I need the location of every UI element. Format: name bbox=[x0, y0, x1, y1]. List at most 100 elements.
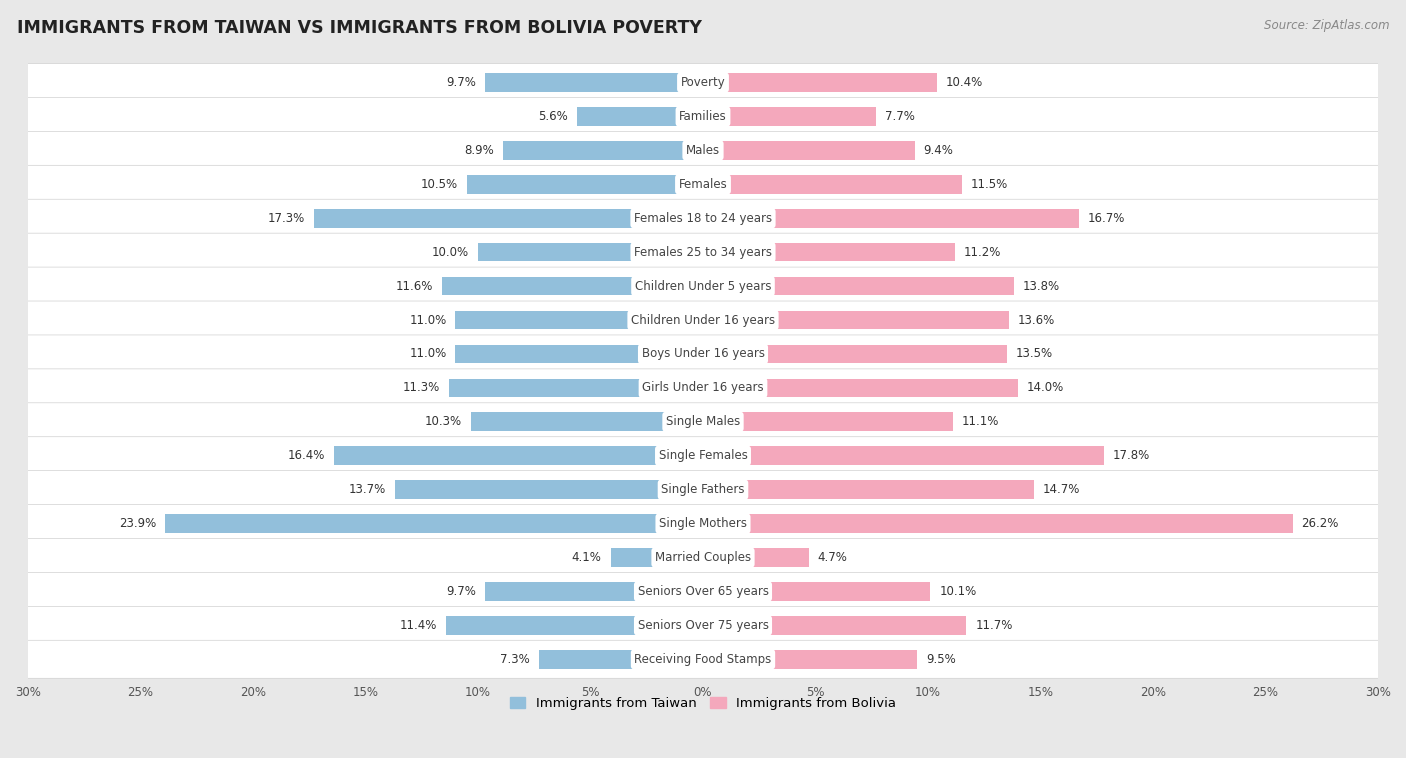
FancyBboxPatch shape bbox=[0, 369, 1406, 407]
Bar bbox=[467, 175, 703, 193]
Bar bbox=[703, 378, 1018, 397]
Text: 9.5%: 9.5% bbox=[925, 653, 956, 666]
Bar bbox=[456, 311, 703, 329]
FancyBboxPatch shape bbox=[0, 98, 1406, 136]
Text: 10.5%: 10.5% bbox=[420, 178, 458, 191]
Bar bbox=[703, 74, 936, 92]
Text: Females: Females bbox=[679, 178, 727, 191]
Bar bbox=[503, 141, 703, 160]
Bar bbox=[485, 74, 703, 92]
Bar bbox=[538, 650, 703, 669]
Bar bbox=[703, 107, 876, 126]
Text: 13.5%: 13.5% bbox=[1015, 347, 1053, 361]
Bar bbox=[165, 514, 703, 533]
Bar bbox=[703, 209, 1078, 227]
Bar bbox=[610, 548, 703, 567]
FancyBboxPatch shape bbox=[0, 267, 1406, 305]
FancyBboxPatch shape bbox=[0, 131, 1406, 169]
Bar bbox=[703, 514, 1292, 533]
Text: Families: Families bbox=[679, 110, 727, 123]
Text: Single Males: Single Males bbox=[666, 415, 740, 428]
FancyBboxPatch shape bbox=[0, 402, 1406, 441]
FancyBboxPatch shape bbox=[0, 471, 1406, 509]
Text: 11.7%: 11.7% bbox=[976, 619, 1012, 632]
Text: 11.0%: 11.0% bbox=[409, 347, 447, 361]
Text: Boys Under 16 years: Boys Under 16 years bbox=[641, 347, 765, 361]
Text: 11.0%: 11.0% bbox=[409, 314, 447, 327]
Bar bbox=[703, 243, 955, 262]
Text: 23.9%: 23.9% bbox=[120, 517, 156, 530]
Text: 9.7%: 9.7% bbox=[446, 585, 475, 598]
Text: 4.7%: 4.7% bbox=[818, 551, 848, 564]
Text: IMMIGRANTS FROM TAIWAN VS IMMIGRANTS FROM BOLIVIA POVERTY: IMMIGRANTS FROM TAIWAN VS IMMIGRANTS FRO… bbox=[17, 19, 702, 37]
Bar bbox=[471, 412, 703, 431]
Text: 10.0%: 10.0% bbox=[432, 246, 470, 258]
Text: 16.4%: 16.4% bbox=[288, 449, 325, 462]
Bar bbox=[703, 175, 962, 193]
Text: Single Fathers: Single Fathers bbox=[661, 483, 745, 496]
Text: 14.7%: 14.7% bbox=[1043, 483, 1080, 496]
Text: 7.7%: 7.7% bbox=[886, 110, 915, 123]
Text: 10.3%: 10.3% bbox=[425, 415, 463, 428]
Text: 9.7%: 9.7% bbox=[446, 76, 475, 89]
Text: Girls Under 16 years: Girls Under 16 years bbox=[643, 381, 763, 394]
Bar bbox=[703, 311, 1010, 329]
FancyBboxPatch shape bbox=[0, 165, 1406, 203]
Text: Children Under 16 years: Children Under 16 years bbox=[631, 314, 775, 327]
FancyBboxPatch shape bbox=[0, 606, 1406, 644]
Text: 10.1%: 10.1% bbox=[939, 585, 977, 598]
Text: 14.0%: 14.0% bbox=[1026, 381, 1064, 394]
Text: 13.7%: 13.7% bbox=[349, 483, 385, 496]
Text: Receiving Food Stamps: Receiving Food Stamps bbox=[634, 653, 772, 666]
Text: 5.6%: 5.6% bbox=[538, 110, 568, 123]
Text: 10.4%: 10.4% bbox=[946, 76, 983, 89]
FancyBboxPatch shape bbox=[0, 64, 1406, 102]
Text: 11.2%: 11.2% bbox=[965, 246, 1001, 258]
FancyBboxPatch shape bbox=[0, 301, 1406, 339]
FancyBboxPatch shape bbox=[0, 233, 1406, 271]
Bar bbox=[703, 650, 917, 669]
Text: 11.6%: 11.6% bbox=[395, 280, 433, 293]
FancyBboxPatch shape bbox=[0, 199, 1406, 237]
FancyBboxPatch shape bbox=[0, 505, 1406, 543]
Text: 9.4%: 9.4% bbox=[924, 144, 953, 157]
Text: 11.5%: 11.5% bbox=[970, 178, 1008, 191]
Text: Seniors Over 75 years: Seniors Over 75 years bbox=[637, 619, 769, 632]
FancyBboxPatch shape bbox=[0, 437, 1406, 475]
Text: 4.1%: 4.1% bbox=[572, 551, 602, 564]
Text: 7.3%: 7.3% bbox=[501, 653, 530, 666]
Bar bbox=[703, 582, 931, 601]
Text: 17.8%: 17.8% bbox=[1112, 449, 1150, 462]
Bar bbox=[395, 481, 703, 499]
Text: 11.1%: 11.1% bbox=[962, 415, 1000, 428]
Bar bbox=[485, 582, 703, 601]
Bar bbox=[703, 412, 953, 431]
Text: 11.4%: 11.4% bbox=[401, 619, 437, 632]
Bar bbox=[449, 378, 703, 397]
Text: 17.3%: 17.3% bbox=[267, 211, 305, 224]
Bar bbox=[335, 446, 703, 465]
Text: 13.6%: 13.6% bbox=[1018, 314, 1056, 327]
Text: Source: ZipAtlas.com: Source: ZipAtlas.com bbox=[1264, 19, 1389, 32]
Bar bbox=[703, 277, 1014, 296]
Bar bbox=[456, 345, 703, 363]
Bar bbox=[447, 616, 703, 634]
Text: Married Couples: Married Couples bbox=[655, 551, 751, 564]
Bar bbox=[441, 277, 703, 296]
Text: Females 25 to 34 years: Females 25 to 34 years bbox=[634, 246, 772, 258]
Bar bbox=[478, 243, 703, 262]
Text: 11.3%: 11.3% bbox=[402, 381, 440, 394]
Text: Females 18 to 24 years: Females 18 to 24 years bbox=[634, 211, 772, 224]
Text: 16.7%: 16.7% bbox=[1088, 211, 1125, 224]
Text: 13.8%: 13.8% bbox=[1022, 280, 1060, 293]
FancyBboxPatch shape bbox=[0, 641, 1406, 678]
FancyBboxPatch shape bbox=[0, 335, 1406, 373]
Text: 26.2%: 26.2% bbox=[1302, 517, 1339, 530]
Text: Single Females: Single Females bbox=[658, 449, 748, 462]
Legend: Immigrants from Taiwan, Immigrants from Bolivia: Immigrants from Taiwan, Immigrants from … bbox=[505, 691, 901, 715]
Text: Males: Males bbox=[686, 144, 720, 157]
Bar bbox=[314, 209, 703, 227]
Text: 8.9%: 8.9% bbox=[464, 144, 494, 157]
Bar bbox=[576, 107, 703, 126]
Bar bbox=[703, 446, 1104, 465]
